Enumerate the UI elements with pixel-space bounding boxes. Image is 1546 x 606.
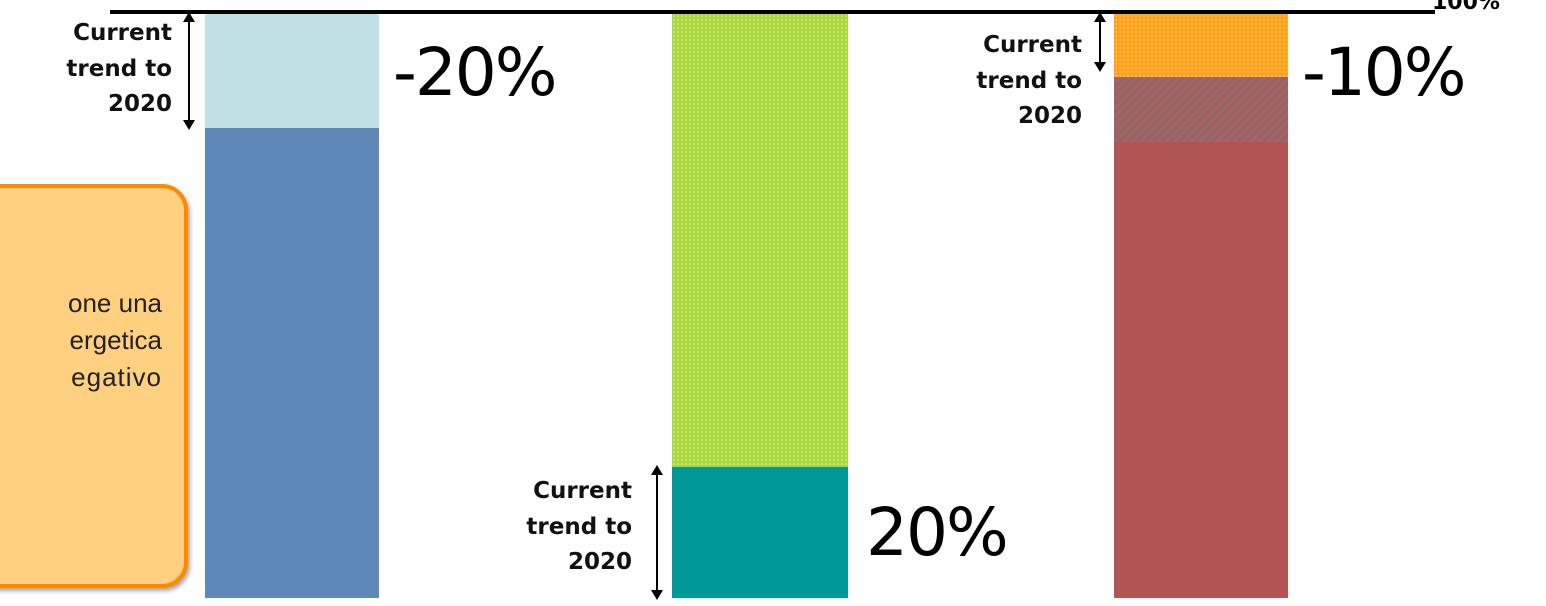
callout-line-3: egativo	[71, 362, 162, 392]
top-reference-label: 100%	[1432, 0, 1500, 15]
bar-3-base-segment	[1114, 142, 1288, 598]
bar-2-base-segment	[672, 467, 848, 598]
bar-1-change-label: -20%	[393, 34, 558, 111]
bar-3-trend-annotation: Current trend to 2020	[976, 32, 1082, 130]
bar-3-change-label: -10%	[1302, 34, 1467, 111]
callout-line-2: ergetica	[69, 325, 163, 355]
bar-2-trend-annotation: Current trend to 2020	[526, 478, 632, 576]
bar-1-trend-segment	[205, 14, 379, 128]
top-reference-line	[110, 10, 1435, 14]
bar-2-trend-segment	[672, 14, 848, 467]
callout-box: one una ergetica egativo	[0, 184, 188, 588]
bar-3-trend-segment	[1114, 14, 1288, 77]
callout-line-1: one una	[68, 288, 162, 318]
bar-1-trend-annotation: Current trend to 2020	[66, 20, 172, 118]
bar-1-base-segment	[205, 128, 379, 598]
bar-2-change-label: 20%	[866, 494, 1009, 571]
bar-1-trend-arrow	[183, 12, 195, 130]
bar-3-hatched-segment	[1114, 77, 1288, 142]
bar-2-trend-arrow	[651, 465, 663, 600]
bar-3-trend-arrow	[1094, 12, 1106, 72]
